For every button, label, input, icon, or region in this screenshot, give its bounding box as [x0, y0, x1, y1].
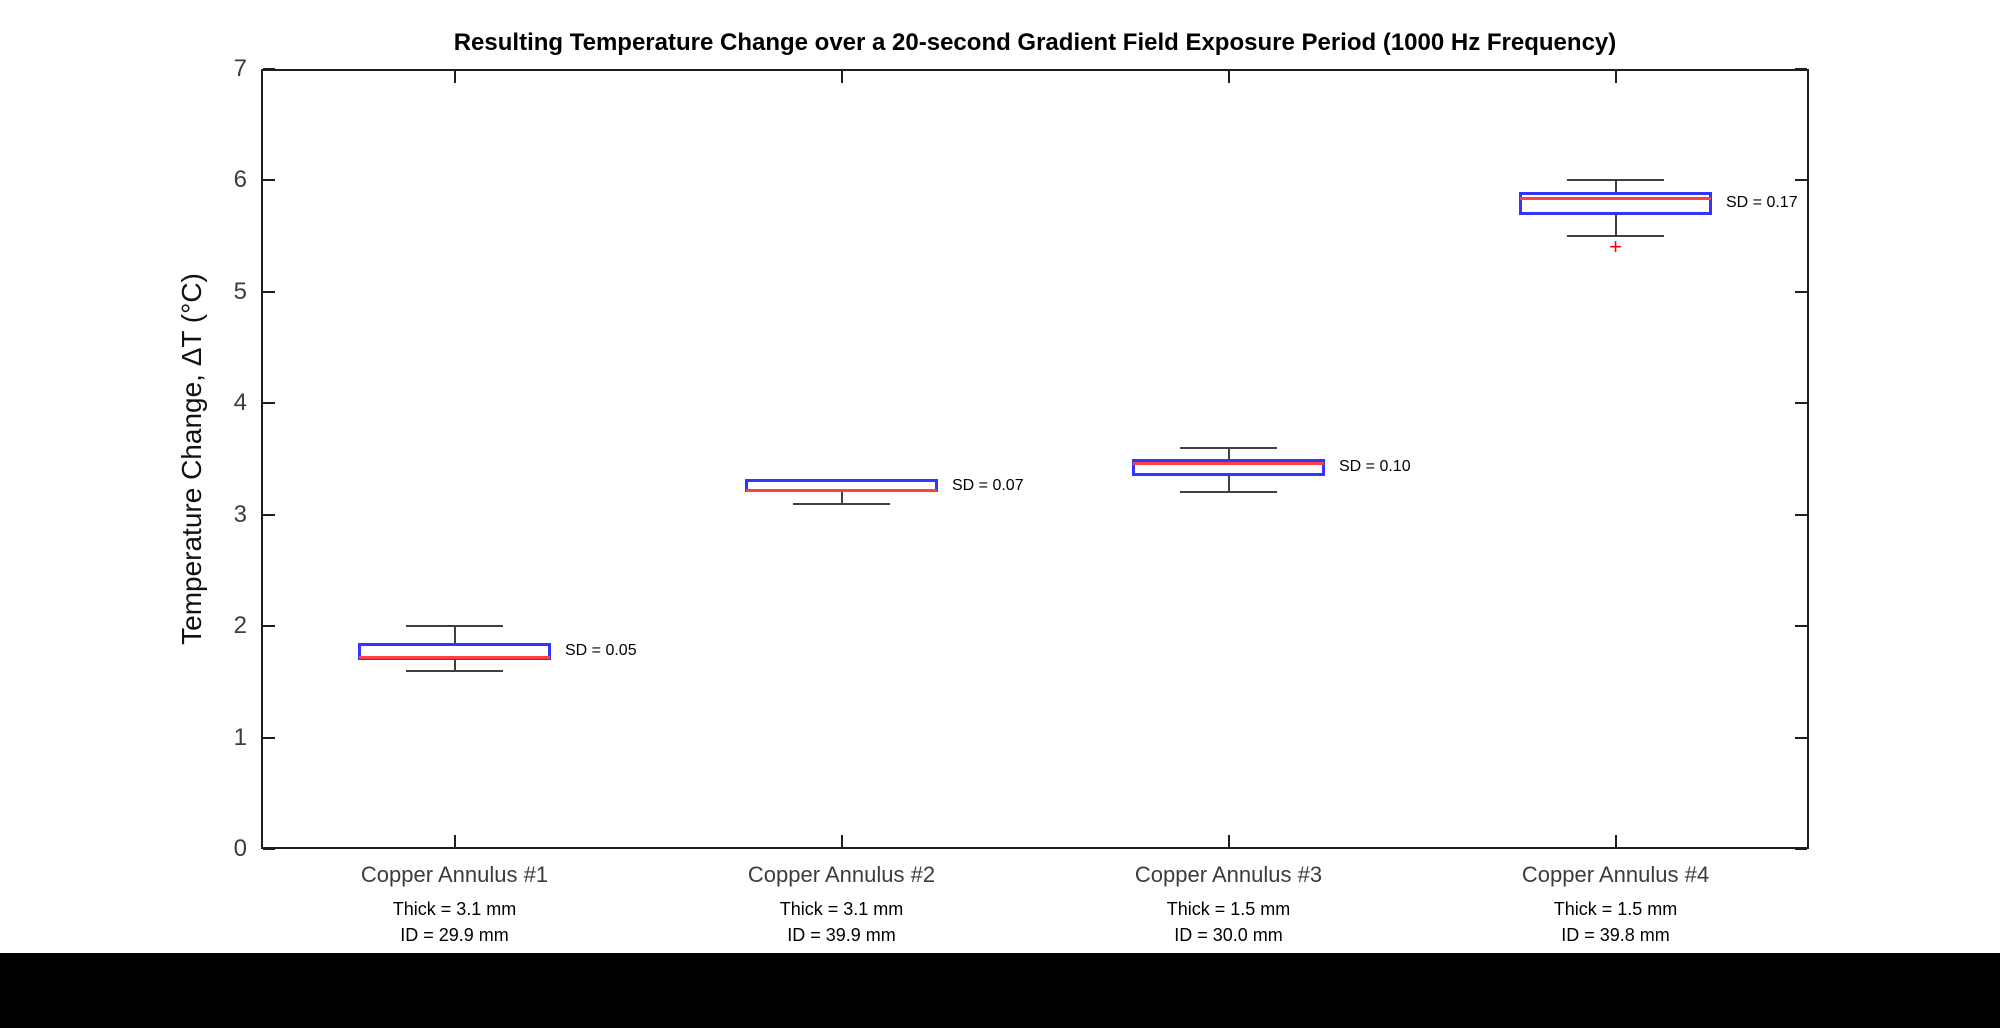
box-rect [1519, 191, 1712, 215]
whisker-cap-top [406, 625, 503, 628]
category-sub-thickness: Thick = 1.5 mm [1553, 899, 1678, 919]
whisker-lower [1614, 214, 1617, 237]
y-tick-right [1795, 402, 1807, 405]
bottom-black-bar [0, 953, 2000, 1028]
x-tick-bottom [1614, 835, 1617, 847]
y-tick-label: 4 [233, 389, 247, 417]
category-label: Copper Annulus #4 [1521, 862, 1710, 887]
whisker-cap-bottom [793, 502, 890, 505]
whisker-lower [453, 659, 456, 671]
y-tick-left [263, 179, 275, 182]
y-tick-label: 2 [233, 612, 247, 640]
x-tick-bottom [453, 835, 456, 847]
whisker-cap-bottom [406, 669, 503, 672]
whisker-lower [840, 492, 843, 504]
x-tick-bottom [1227, 835, 1230, 847]
y-tick-right [1795, 179, 1807, 182]
y-tick-left [263, 68, 275, 70]
x-tick-top [453, 71, 456, 83]
category-sub-thickness: Thick = 1.5 mm [1166, 899, 1291, 919]
y-tick-left [263, 736, 275, 739]
y-tick-left [263, 848, 275, 850]
whisker-cap-bottom [1567, 235, 1664, 238]
y-tick-label: 0 [233, 835, 247, 862]
category-sub-thickness: Thick = 3.1 mm [779, 899, 904, 919]
y-tick-label: 5 [233, 277, 247, 305]
category-sub-id: ID = 29.9 mm [400, 925, 509, 945]
whisker-upper [453, 626, 456, 643]
whisker-cap-top [1180, 446, 1277, 449]
y-tick-label: 3 [233, 500, 247, 528]
sd-label: SD = 0.07 [952, 476, 1024, 494]
y-tick-label: 7 [233, 55, 247, 82]
y-tick-left [263, 513, 275, 516]
y-tick-left [263, 402, 275, 405]
y-tick-left [263, 290, 275, 293]
median-line [1520, 196, 1711, 200]
y-axis-label-text: Temperature Change, ΔT (°C) [176, 273, 207, 645]
category-label: Copper Annulus #2 [747, 862, 936, 887]
x-tick-top [840, 71, 843, 83]
x-tick-top [1614, 71, 1617, 83]
category-sub-id: ID = 39.9 mm [787, 925, 896, 945]
median-line [359, 655, 550, 659]
sd-label: SD = 0.05 [565, 642, 637, 660]
y-tick-left [263, 625, 275, 628]
category-sub-thickness: Thick = 3.1 mm [392, 899, 517, 919]
axes-frame [261, 69, 1809, 849]
y-tick-label: 1 [233, 723, 247, 751]
median-line [746, 488, 937, 492]
whisker-lower [1227, 475, 1230, 493]
y-tick-right [1795, 68, 1807, 70]
whisker-upper [1614, 180, 1617, 192]
sd-label: SD = 0.17 [1726, 194, 1798, 212]
category-sub-id: ID = 39.8 mm [1561, 925, 1670, 945]
whisker-cap-top [1567, 179, 1664, 182]
sd-label: SD = 0.10 [1339, 458, 1411, 476]
y-tick-right [1795, 848, 1807, 850]
y-tick-right [1795, 736, 1807, 739]
y-tick-right [1795, 625, 1807, 628]
x-tick-top [1227, 71, 1230, 83]
y-tick-right [1795, 290, 1807, 293]
median-line [1133, 461, 1324, 465]
category-sub-id: ID = 30.0 mm [1174, 925, 1283, 945]
category-label: Copper Annulus #3 [1134, 862, 1323, 887]
outlier-marker: + [1609, 234, 1622, 260]
y-tick-label: 6 [233, 166, 247, 194]
y-tick-right [1795, 513, 1807, 516]
whisker-cap-bottom [1180, 491, 1277, 494]
x-tick-bottom [840, 835, 843, 847]
whisker-upper [1227, 447, 1230, 459]
category-label: Copper Annulus #1 [360, 862, 549, 887]
chart-title: Resulting Temperature Change over a 20-s… [453, 29, 1617, 56]
